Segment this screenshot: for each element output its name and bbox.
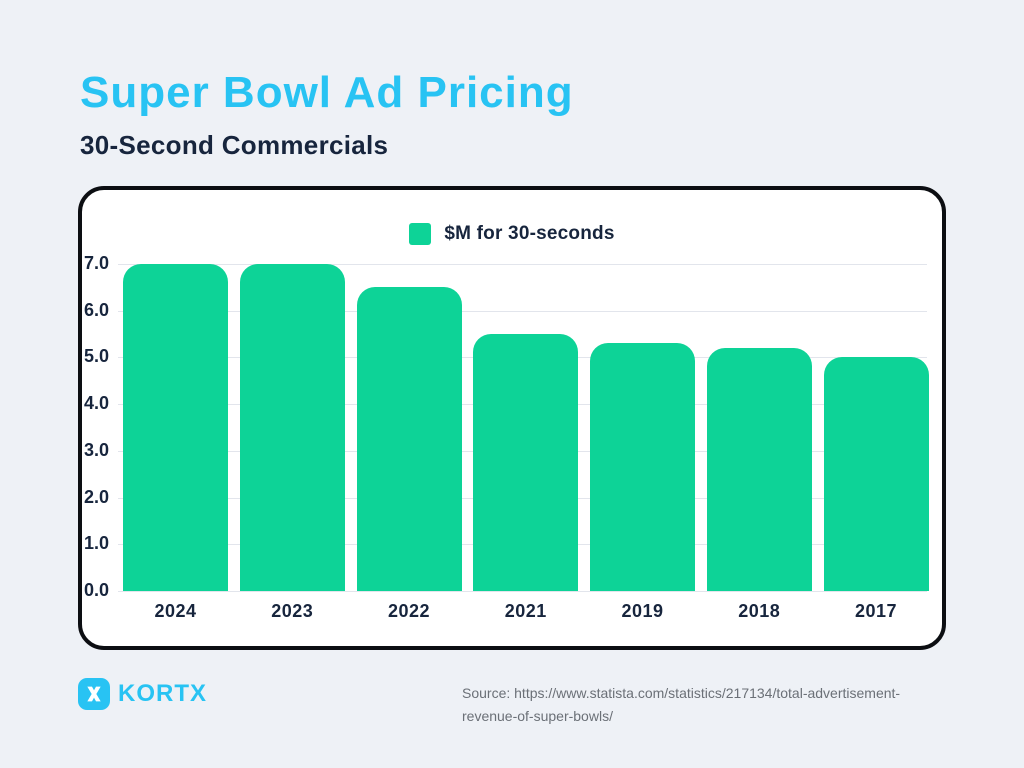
kortx-logo: KORTX — [78, 678, 207, 710]
y-gridline — [118, 591, 927, 592]
bar-2022 — [356, 287, 462, 591]
y-gridline — [118, 264, 927, 265]
kortx-x-icon — [78, 678, 110, 710]
y-tick-label: 7.0 — [83, 253, 109, 273]
x-tick-label: 2017 — [854, 601, 898, 621]
x-tick-label: 2023 — [271, 601, 314, 621]
y-tick-label: 5.0 — [83, 346, 109, 367]
source-line-1: Source: https://www.statista.com/statist… — [462, 685, 901, 701]
y-tick-label: 3.0 — [83, 439, 109, 460]
kortx-logo-text: KORTX — [118, 680, 207, 707]
x-tick-label: 2019 — [621, 601, 664, 621]
bar-2021 — [473, 334, 579, 591]
chart-legend: $M for 30-seconds — [82, 223, 942, 245]
y-tick-label: 4.0 — [83, 393, 109, 414]
y-tick-label: 0.0 — [83, 580, 109, 600]
x-tick-label: 2024 — [154, 601, 197, 621]
x-tick-label: 2021 — [504, 601, 547, 621]
bar-chart-plot-area: 7.0 6.0 5.0 4.0 3.0 2.0 1.0 0.0 2024 2023 2022 2021… — [82, 190, 942, 646]
x-tick-label: 2022 — [387, 601, 431, 621]
bar-2019 — [590, 343, 695, 591]
source-line-2: revenue-of-super-bowls/ — [462, 708, 613, 724]
legend-label: $M for 30-seconds — [444, 223, 615, 244]
x-tick-label: 2018 — [738, 601, 781, 621]
y-tick-label: 1.0 — [83, 533, 109, 554]
legend-swatch-icon — [409, 223, 432, 245]
bar-2023 — [239, 264, 345, 591]
bar-2018 — [706, 348, 812, 591]
source-citation: Source: https://www.statista.com/statist… — [462, 682, 962, 728]
page-subtitle: 30-Second Commercials — [80, 130, 389, 160]
y-gridline — [118, 310, 927, 312]
bar-2017 — [823, 357, 929, 591]
y-tick-label: 6.0 — [83, 299, 109, 320]
page-title: Super Bowl Ad Pricing — [80, 68, 574, 117]
y-tick-label: 2.0 — [83, 486, 109, 507]
bar-2024 — [123, 264, 228, 591]
chart-card: $M for 30-seconds 7.0 6.0 5.0 4.0 3.0 2.0 1.0 0… — [78, 186, 946, 650]
